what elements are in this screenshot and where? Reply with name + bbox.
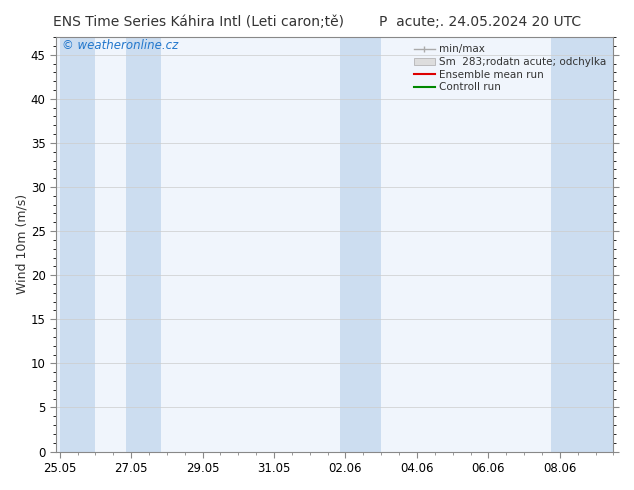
Y-axis label: Wind 10m (m/s): Wind 10m (m/s) [15,194,28,294]
Text: © weatheronline.cz: © weatheronline.cz [61,39,178,52]
Bar [126,37,162,452]
Legend: min/max, Sm  283;rodatn acute; odchylka, Ensemble mean run, Controll run: min/max, Sm 283;rodatn acute; odchylka, … [412,42,608,94]
Bar [60,37,95,452]
Bar [340,37,381,452]
Bar [551,37,614,452]
Text: ENS Time Series Káhira Intl (Leti caron;tě)        P  acute;. 24.05.2024 20 UTC: ENS Time Series Káhira Intl (Leti caron;… [53,15,581,29]
